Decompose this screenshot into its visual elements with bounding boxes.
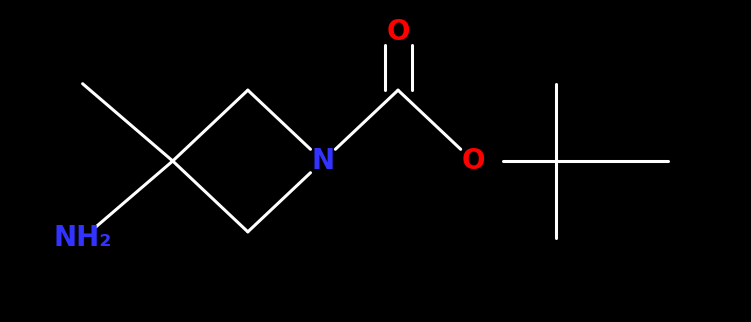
Text: O: O xyxy=(386,18,410,46)
Text: O: O xyxy=(461,147,485,175)
Text: NH₂: NH₂ xyxy=(53,224,112,252)
Text: N: N xyxy=(312,147,334,175)
